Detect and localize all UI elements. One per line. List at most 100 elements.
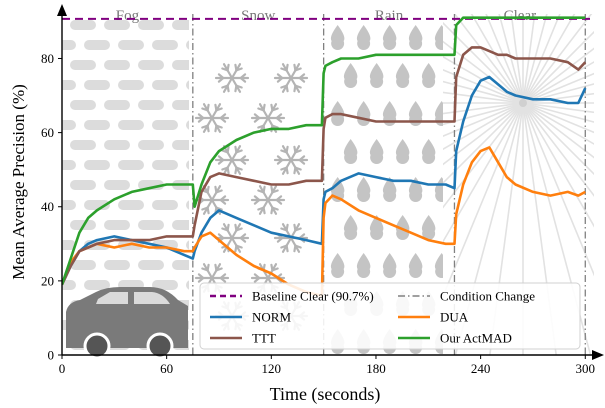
snowflake-branch bbox=[201, 107, 209, 112]
raindrop-icon bbox=[369, 215, 384, 241]
fog-stripe bbox=[62, 240, 76, 250]
snowflake-branch bbox=[219, 113, 227, 120]
sun-ray bbox=[470, 14, 524, 104]
fog-stripe bbox=[118, 200, 144, 210]
fog-stripe bbox=[118, 160, 144, 170]
ticks: 0 60 120 180 240 300 0 20 40 60 80 bbox=[41, 51, 595, 376]
sun-ray bbox=[522, 72, 594, 104]
snowflake-icon bbox=[214, 145, 250, 175]
region-label-snow: Snow bbox=[241, 8, 275, 24]
raindrop-icon bbox=[434, 25, 443, 50]
raindrop-icon bbox=[382, 253, 397, 279]
legend: Baseline Clear (90.7%) Condition Change NO… bbox=[199, 282, 581, 350]
fog-stripe bbox=[186, 120, 189, 130]
sun-ray bbox=[498, 14, 524, 104]
snowflake-branch bbox=[217, 158, 225, 165]
legend-box bbox=[199, 282, 581, 350]
fog-stripe bbox=[70, 140, 96, 150]
sun-ray bbox=[443, 102, 524, 185]
legend-label: Condition Change bbox=[440, 289, 535, 304]
snowflake-branch bbox=[275, 195, 283, 202]
sun-ray bbox=[443, 55, 524, 104]
axes bbox=[57, 4, 604, 360]
snowflake-branch bbox=[257, 189, 265, 194]
raindrop-icon bbox=[356, 101, 371, 127]
fog-stripe bbox=[152, 160, 178, 170]
fog-stripe bbox=[172, 220, 189, 230]
legend-item-norm: NORM bbox=[210, 310, 291, 325]
sun-ray bbox=[443, 102, 524, 166]
fog-stripe bbox=[186, 160, 189, 170]
sun-ray bbox=[522, 30, 594, 104]
raindrop-icon bbox=[421, 215, 436, 241]
snowflake-branch bbox=[298, 155, 306, 162]
y-axis-arrow bbox=[57, 4, 67, 16]
x-tick-label: 180 bbox=[366, 361, 386, 376]
sun-ray bbox=[522, 102, 594, 159]
fog-stripe bbox=[62, 80, 76, 90]
legend-item-condition-change: Condition Change bbox=[398, 289, 535, 304]
snowflake-branch bbox=[221, 227, 229, 232]
fog-stripe bbox=[104, 60, 130, 70]
y-tick-label: 60 bbox=[41, 125, 54, 140]
snowflake-branch bbox=[234, 223, 238, 232]
series-lines bbox=[62, 16, 587, 298]
snowflake-branch bbox=[201, 267, 209, 272]
snowflake-branch bbox=[235, 84, 243, 89]
sun-ray bbox=[443, 68, 524, 104]
snowflake-icon bbox=[194, 103, 230, 133]
sun-core bbox=[519, 99, 527, 107]
snowflake-branch bbox=[226, 84, 230, 93]
region-label-rain: Rain bbox=[375, 8, 404, 24]
fog-stripe bbox=[152, 280, 178, 290]
snowflake-branch bbox=[214, 263, 218, 272]
snowflake-branch bbox=[276, 158, 284, 165]
fog-stripe bbox=[118, 120, 144, 130]
sun-ray bbox=[522, 102, 594, 123]
series-line-norm bbox=[62, 75, 587, 286]
snowflake-branch bbox=[197, 116, 205, 123]
fog-stripe bbox=[62, 120, 76, 130]
raindrop-icon bbox=[395, 215, 410, 241]
sun-ray bbox=[443, 102, 524, 209]
sun-ray bbox=[443, 21, 524, 104]
x-tick-label: 0 bbox=[59, 361, 66, 376]
fog-stripe bbox=[104, 220, 130, 230]
raindrop-icon bbox=[356, 177, 371, 203]
raindrop-icon bbox=[343, 63, 358, 89]
fog-stripe bbox=[70, 180, 96, 190]
raindrop-icon bbox=[395, 139, 410, 165]
y-tick-label: 0 bbox=[48, 348, 55, 363]
snowflake-branch bbox=[270, 185, 274, 194]
snowflake-branch bbox=[280, 149, 288, 154]
fog-stripe bbox=[186, 280, 189, 290]
fog-stripe bbox=[104, 260, 130, 270]
snowflake-branch bbox=[271, 206, 279, 211]
fog-stripe bbox=[104, 140, 130, 150]
region-labels: Fog Snow Rain Clear bbox=[116, 8, 536, 24]
snowflake-icon bbox=[214, 63, 250, 93]
snowflake-branch bbox=[276, 76, 284, 83]
x-axis-label: Time (seconds) bbox=[270, 384, 381, 405]
sun-ray bbox=[443, 91, 524, 104]
region-label-fog: Fog bbox=[116, 8, 140, 24]
snowflake-branch bbox=[206, 124, 210, 133]
fog-stripe bbox=[172, 100, 189, 110]
raindrop-icon bbox=[434, 101, 443, 126]
snowflake-branch bbox=[285, 84, 289, 93]
fog-stripe bbox=[138, 140, 164, 150]
snowflake-icon bbox=[273, 145, 309, 175]
snowflake-branch bbox=[253, 276, 261, 283]
snowflake-branch bbox=[235, 166, 243, 171]
y-axis-label: Mean Average Precision (%) bbox=[9, 84, 28, 280]
snowflake-branch bbox=[239, 155, 247, 162]
sun-ray bbox=[443, 102, 524, 151]
series-line-ttt bbox=[62, 46, 587, 286]
sun-ray bbox=[522, 14, 536, 104]
y-tick-label: 20 bbox=[41, 273, 54, 288]
fog-stripe bbox=[172, 260, 189, 270]
snowflake-branch bbox=[293, 63, 297, 72]
snowflake-branch bbox=[214, 185, 218, 194]
snowflake-branch bbox=[293, 145, 297, 154]
series-line-dua bbox=[62, 146, 586, 298]
